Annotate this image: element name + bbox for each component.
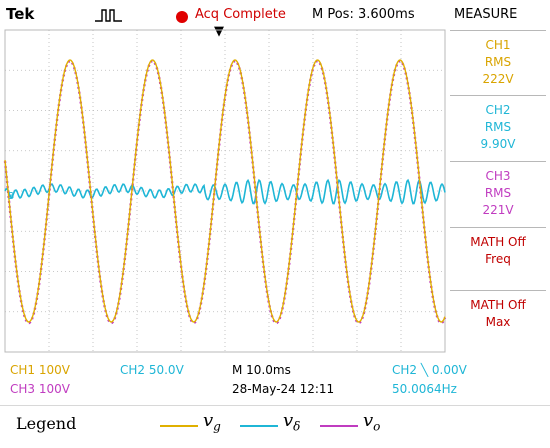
- measure-label: MATH Off: [470, 235, 526, 249]
- measure-title: MEASURE: [454, 7, 518, 22]
- ch3-scale: CH3 100V: [10, 382, 70, 396]
- measure-type: RMS: [484, 55, 512, 69]
- top-status-bar: Tek Acq Complete M Pos: 3.600ms MEASURE …: [0, 0, 550, 38]
- legend-entry-vdelta: vδ: [283, 410, 300, 434]
- measure-type: Freq: [485, 252, 511, 266]
- measure-ch1-rms[interactable]: CH1 RMS 222V: [450, 30, 546, 95]
- legend-label: Legend: [16, 414, 77, 433]
- ch2-trace: [4, 178, 446, 205]
- ch2-scale: CH2 50.0V: [120, 363, 184, 377]
- legend-entry-vo: vo: [363, 410, 380, 434]
- acq-status: Acq Complete: [195, 7, 286, 22]
- measure-type: RMS: [484, 120, 512, 134]
- trigger-frequency: 50.0064Hz: [392, 382, 457, 396]
- ch1-scale: CH1 100V: [10, 363, 70, 377]
- measure-value: 222V: [482, 72, 514, 86]
- legend-swatch-vdelta: [240, 425, 278, 427]
- legend-subscript: o: [373, 419, 381, 434]
- legend: Legend vg vδ vo: [0, 405, 550, 448]
- legend-entry-vg: vg: [203, 410, 221, 434]
- legend-symbol: v: [283, 410, 294, 431]
- legend-swatch-vo: [320, 425, 358, 427]
- measure-label: CH1: [485, 38, 511, 52]
- legend-symbol: v: [363, 410, 374, 431]
- horizontal-position: M Pos: 3.600ms: [312, 7, 415, 22]
- measure-math-freq[interactable]: MATH Off Freq: [450, 227, 546, 290]
- measure-value: 9.90V: [480, 137, 516, 151]
- measure-ch3-rms[interactable]: CH3 RMS 221V: [450, 161, 546, 227]
- timebase: M 10.0ms: [232, 363, 291, 377]
- measure-ch2-rms[interactable]: CH2 RMS 9.90V: [450, 95, 546, 161]
- legend-subscript: δ: [293, 419, 301, 434]
- datetime: 28-May-24 12:11: [232, 382, 335, 396]
- measure-label: CH2: [485, 103, 511, 117]
- down-arrow-icon: ▼: [214, 24, 224, 39]
- measure-label: MATH Off: [470, 298, 526, 312]
- record-dot-icon: [176, 11, 188, 23]
- measure-type: RMS: [484, 186, 512, 200]
- measure-label: CH3: [485, 169, 511, 183]
- ch-ground-marker: 3: [8, 191, 14, 202]
- legend-subscript: g: [213, 419, 221, 434]
- ch1-trace: [4, 59, 446, 323]
- brand-label: Tek: [6, 5, 35, 23]
- measure-panel: CH1 RMS 222V CH2 RMS 9.90V CH3 RMS 221V …: [450, 30, 546, 353]
- measure-value: 221V: [482, 203, 514, 217]
- scope-display: 3: [3, 29, 447, 353]
- trigger-setting: CH2 ╲ 0.00V: [392, 363, 467, 377]
- pulse-icon: [95, 9, 122, 22]
- legend-symbol: v: [203, 410, 214, 431]
- measure-math-max[interactable]: MATH Off Max: [450, 290, 546, 353]
- measure-type: Max: [485, 315, 511, 329]
- legend-swatch-vg: [160, 425, 198, 427]
